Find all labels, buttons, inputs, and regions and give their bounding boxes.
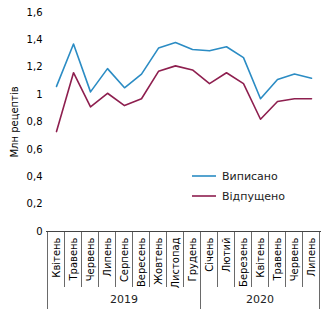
svg-text:Травень: Травень — [68, 237, 79, 281]
svg-text:Лютий: Лютий — [221, 238, 232, 273]
svg-text:1,2: 1,2 — [27, 61, 43, 72]
html-text:Виписано: Виписано — [222, 169, 278, 183]
svg-text:Листопад: Листопад — [170, 237, 181, 288]
svg-text:0,2: 0,2 — [27, 198, 43, 209]
svg-text:1: 1 — [36, 89, 42, 100]
svg-text:Березень: Березень — [238, 237, 249, 287]
svg-text:Травень: Травень — [272, 237, 283, 281]
svg-text:2019: 2019 — [110, 293, 138, 306]
svg-text:0,6: 0,6 — [27, 144, 43, 155]
svg-text:Квітень: Квітень — [255, 237, 266, 277]
svg-text:0,8: 0,8 — [27, 116, 43, 127]
svg-text:2020: 2020 — [246, 293, 274, 306]
svg-text:Липень: Липень — [102, 237, 113, 276]
svg-text:Жовтень: Жовтень — [153, 237, 164, 284]
svg-text:0,4: 0,4 — [27, 171, 43, 182]
svg-text:1,6: 1,6 — [27, 7, 43, 18]
svg-text:Квітень: Квітень — [51, 237, 62, 277]
html-text:Відпущено: Відпущено — [222, 189, 285, 203]
svg-text:Вересень: Вересень — [136, 237, 147, 287]
svg-text:Січень: Січень — [204, 237, 215, 271]
svg-text:0: 0 — [36, 226, 42, 237]
svg-text:Млн рецептів: Млн рецептів — [9, 86, 20, 157]
svg-text:Червень: Червень — [85, 237, 96, 281]
svg-text:Грудень: Грудень — [187, 237, 198, 281]
svg-text:Серпень: Серпень — [119, 237, 130, 282]
svg-text:Червень: Червень — [289, 237, 300, 281]
svg-text:Липень: Липень — [306, 237, 317, 276]
svg-text:1,4: 1,4 — [27, 34, 43, 45]
